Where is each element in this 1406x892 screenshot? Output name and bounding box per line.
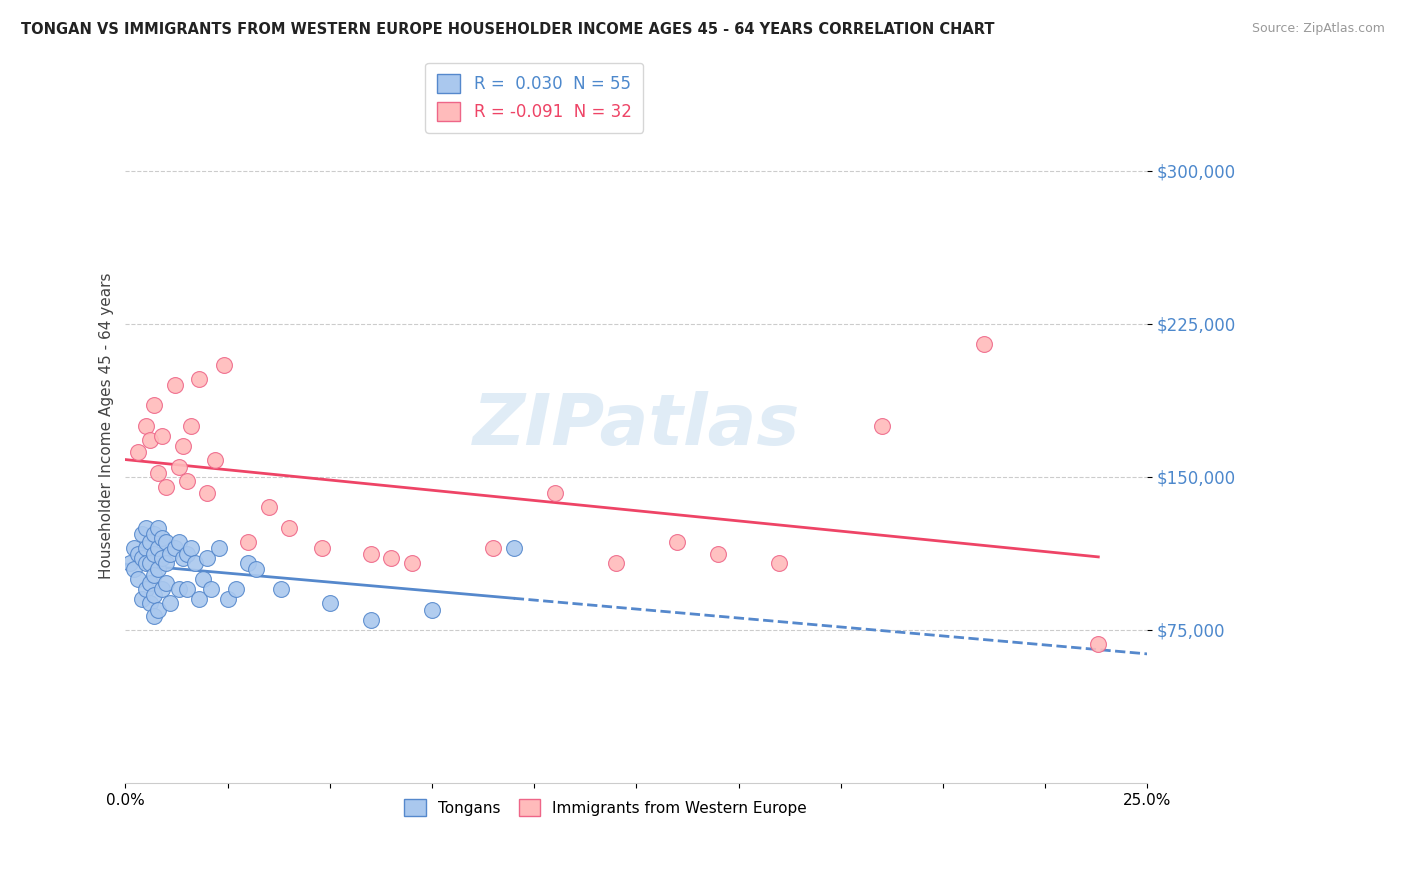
Point — [155, 576, 177, 591]
Point — [605, 556, 627, 570]
Point — [707, 548, 730, 562]
Point — [146, 521, 169, 535]
Point — [666, 535, 689, 549]
Point — [150, 429, 173, 443]
Point — [208, 541, 231, 556]
Point — [236, 556, 259, 570]
Point — [311, 541, 333, 556]
Point — [139, 576, 162, 591]
Point — [127, 548, 149, 562]
Point — [139, 556, 162, 570]
Point — [180, 418, 202, 433]
Point — [127, 572, 149, 586]
Point — [360, 613, 382, 627]
Point — [163, 378, 186, 392]
Point — [139, 433, 162, 447]
Point — [127, 445, 149, 459]
Point — [870, 418, 893, 433]
Point — [131, 527, 153, 541]
Point — [155, 556, 177, 570]
Point — [191, 572, 214, 586]
Point — [544, 486, 567, 500]
Point — [122, 562, 145, 576]
Point — [146, 541, 169, 556]
Point — [172, 439, 194, 453]
Point — [401, 556, 423, 570]
Point — [212, 358, 235, 372]
Point — [135, 582, 157, 596]
Point — [135, 418, 157, 433]
Point — [143, 567, 166, 582]
Text: ZIPatlas: ZIPatlas — [472, 392, 800, 460]
Point — [143, 548, 166, 562]
Point — [360, 548, 382, 562]
Point — [204, 453, 226, 467]
Point — [236, 535, 259, 549]
Point — [176, 582, 198, 596]
Point — [135, 541, 157, 556]
Point — [167, 535, 190, 549]
Y-axis label: Householder Income Ages 45 - 64 years: Householder Income Ages 45 - 64 years — [100, 273, 114, 579]
Point — [155, 480, 177, 494]
Point — [131, 551, 153, 566]
Point — [139, 596, 162, 610]
Point — [146, 466, 169, 480]
Point — [184, 556, 207, 570]
Point — [200, 582, 222, 596]
Point — [131, 592, 153, 607]
Point — [122, 541, 145, 556]
Legend: Tongans, Immigrants from Western Europe: Tongans, Immigrants from Western Europe — [395, 789, 817, 825]
Point — [768, 556, 790, 570]
Point — [150, 582, 173, 596]
Point — [146, 562, 169, 576]
Point — [135, 521, 157, 535]
Point — [180, 541, 202, 556]
Text: Source: ZipAtlas.com: Source: ZipAtlas.com — [1251, 22, 1385, 36]
Point — [188, 372, 211, 386]
Point — [973, 337, 995, 351]
Point — [257, 500, 280, 515]
Point — [135, 556, 157, 570]
Point — [420, 602, 443, 616]
Point — [502, 541, 524, 556]
Point — [150, 551, 173, 566]
Point — [155, 535, 177, 549]
Point — [159, 596, 181, 610]
Point — [139, 535, 162, 549]
Point — [188, 592, 211, 607]
Point — [150, 531, 173, 545]
Point — [143, 527, 166, 541]
Point — [172, 551, 194, 566]
Point — [167, 459, 190, 474]
Point — [1087, 637, 1109, 651]
Point — [225, 582, 247, 596]
Point — [245, 562, 267, 576]
Point — [195, 551, 218, 566]
Point — [380, 551, 402, 566]
Point — [482, 541, 505, 556]
Point — [176, 548, 198, 562]
Point — [167, 582, 190, 596]
Point — [176, 474, 198, 488]
Point — [195, 486, 218, 500]
Point — [270, 582, 292, 596]
Point — [118, 556, 141, 570]
Point — [217, 592, 239, 607]
Point — [143, 588, 166, 602]
Point — [163, 541, 186, 556]
Point — [159, 548, 181, 562]
Point — [319, 596, 342, 610]
Point — [278, 521, 301, 535]
Point — [143, 398, 166, 412]
Text: TONGAN VS IMMIGRANTS FROM WESTERN EUROPE HOUSEHOLDER INCOME AGES 45 - 64 YEARS C: TONGAN VS IMMIGRANTS FROM WESTERN EUROPE… — [21, 22, 994, 37]
Point — [143, 608, 166, 623]
Point — [146, 602, 169, 616]
